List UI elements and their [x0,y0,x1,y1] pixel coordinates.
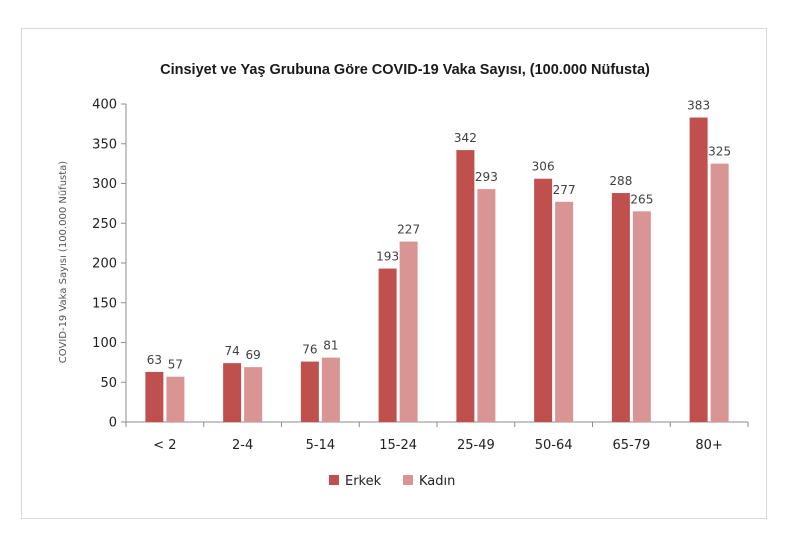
data-label: 57 [168,358,183,372]
legend-label-erkek: Erkek [345,474,382,489]
x-tick-label: 2-4 [232,438,253,453]
y-tick-label: 150 [92,296,117,311]
y-tick-label: 100 [92,336,117,351]
data-label: 69 [245,348,260,362]
bar-erkek [456,150,475,423]
bar-kadın [321,357,340,422]
data-label: 383 [687,99,710,113]
x-tick-label: 25-49 [457,438,495,453]
bar-erkek [145,371,164,422]
bar-erkek [611,193,630,422]
bar-kadın [710,163,729,422]
y-tick-label: 400 [92,98,117,113]
data-label: 277 [553,183,576,197]
y-tick-label: 350 [92,137,117,152]
data-label: 227 [397,223,420,237]
bar-erkek [378,268,397,422]
y-tick-label: 200 [92,257,117,272]
bar-erkek [300,361,319,422]
data-label: 193 [376,250,399,264]
bar-erkek [223,363,242,422]
y-tick-label: 50 [100,376,117,391]
x-tick-label: 65-79 [612,438,650,453]
bar-kadın [244,367,263,422]
data-label: 74 [224,344,239,358]
y-tick-label: 250 [92,217,117,232]
data-label: 63 [147,353,162,367]
x-tick-label: < 2 [153,438,176,453]
y-tick-label: 300 [92,177,117,192]
x-tick-label: 50-64 [535,438,573,453]
legend: Erkek Kadın [329,474,455,489]
x-tick-label: 80+ [695,438,722,453]
y-axis-label: COVID-19 Vaka Sayısı (100.000 Nüfusta) [58,161,69,364]
data-label: 265 [630,192,653,206]
data-label: 293 [475,170,498,184]
data-label: 306 [532,160,555,174]
y-tick-label: 0 [109,416,117,431]
legend-label-kadın: Kadın [419,474,455,489]
data-label: 342 [454,131,477,145]
chart-title: Cinsiyet ve Yaş Grubuna Göre COVID-19 Va… [160,62,650,78]
bar-kadın [477,189,496,422]
bars: 63 74 76 193 342 306 288 383 57 69 81 227 293 277 265 3… [145,99,731,423]
x-tick-label: 15-24 [379,438,417,453]
bar-kadın [632,211,651,422]
bar-erkek [689,117,708,422]
legend-swatch-kadın [403,475,413,485]
data-label: 325 [708,145,731,159]
data-label: 288 [609,174,632,188]
bar-kadın [399,241,418,422]
bar-erkek [534,178,553,422]
data-label: 81 [323,339,338,353]
x-tick-label: 5-14 [306,438,336,453]
legend-swatch-erkek [329,475,339,485]
data-label: 76 [302,343,317,357]
bar-kadın [166,376,185,422]
bar-kadın [555,201,574,422]
